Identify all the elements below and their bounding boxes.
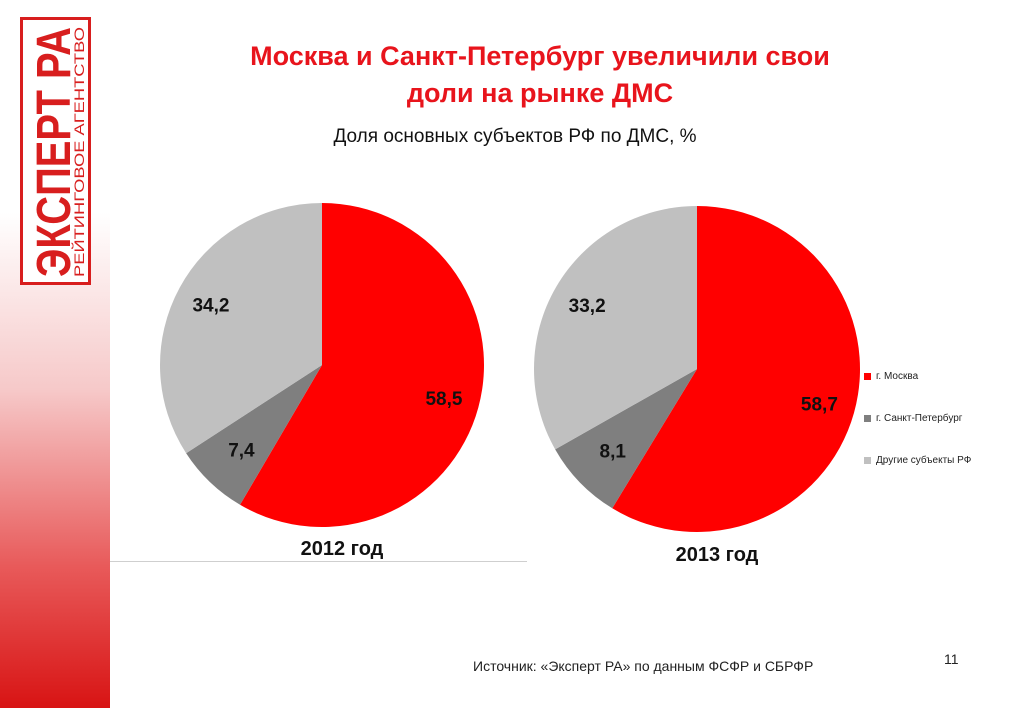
data-label-spb: 7,4 [228, 440, 255, 461]
divider-line [110, 561, 527, 562]
legend-label-moscow: г. Москва [876, 371, 919, 382]
source-note: Источник: «Эксперт РА» по данным ФСФР и … [473, 658, 814, 674]
pie-title: 2013 год [676, 544, 759, 566]
data-label-other: 34,2 [192, 296, 229, 317]
legend-swatch-spb [864, 415, 871, 422]
expert-ra-logo: ЭКСПЕРТ РА РЕЙТИНГОВОЕ АГЕНТСТВО [20, 17, 91, 285]
legend-item-spb: г. Санкт-Петербург [864, 408, 971, 429]
legend-item-other: Другие субъекты РФ [864, 450, 971, 471]
chart-subtitle: Доля основных субъектов РФ по ДМС, % [333, 126, 697, 147]
logo-text-graphic: ЭКСПЕРТ РА РЕЙТИНГОВОЕ АГЕНТСТВО [28, 27, 87, 277]
pie-slice-spb [186, 365, 322, 505]
logo-tagline: РЕЙТИНГОВОЕ АГЕНТСТВО [70, 27, 87, 277]
pie-slice-moscow [240, 203, 484, 527]
chart-legend: г. Москва г. Санкт-Петербург Другие субъ… [864, 366, 971, 492]
title-line-2: доли на рынке ДМС [406, 78, 674, 108]
legend-swatch-other [864, 457, 871, 464]
data-label-other: 33,2 [569, 296, 606, 317]
legend-label-other: Другие субъекты РФ [876, 455, 972, 466]
pie-chart-2013: 58,7 8,1 33,2 2013 год [533, 206, 861, 566]
logo-brand: ЭКСПЕРТ РА [28, 27, 81, 277]
pie-slice-other [160, 203, 322, 454]
legend-swatch-moscow [864, 373, 871, 380]
legend-label-spb: г. Санкт-Петербург [876, 413, 963, 424]
pie-title: 2012 год [301, 538, 384, 560]
data-label-spb: 8,1 [600, 442, 627, 463]
pie-chart-2012: 58,5 7,4 34,2 2012 год [160, 203, 484, 560]
page-number: 11 [944, 651, 959, 667]
pie-slice-other [533, 206, 697, 450]
legend-item-moscow: г. Москва [864, 366, 971, 387]
data-label-moscow: 58,7 [801, 394, 838, 415]
pie-slice-spb [555, 369, 697, 509]
title-line-1: Москва и Санкт-Петербург увеличили свои [250, 41, 830, 71]
pie-slice-moscow [612, 206, 861, 532]
page-title: Москва и Санкт-Петербург увеличили свои … [160, 38, 920, 112]
data-label-moscow: 58,5 [425, 389, 462, 410]
